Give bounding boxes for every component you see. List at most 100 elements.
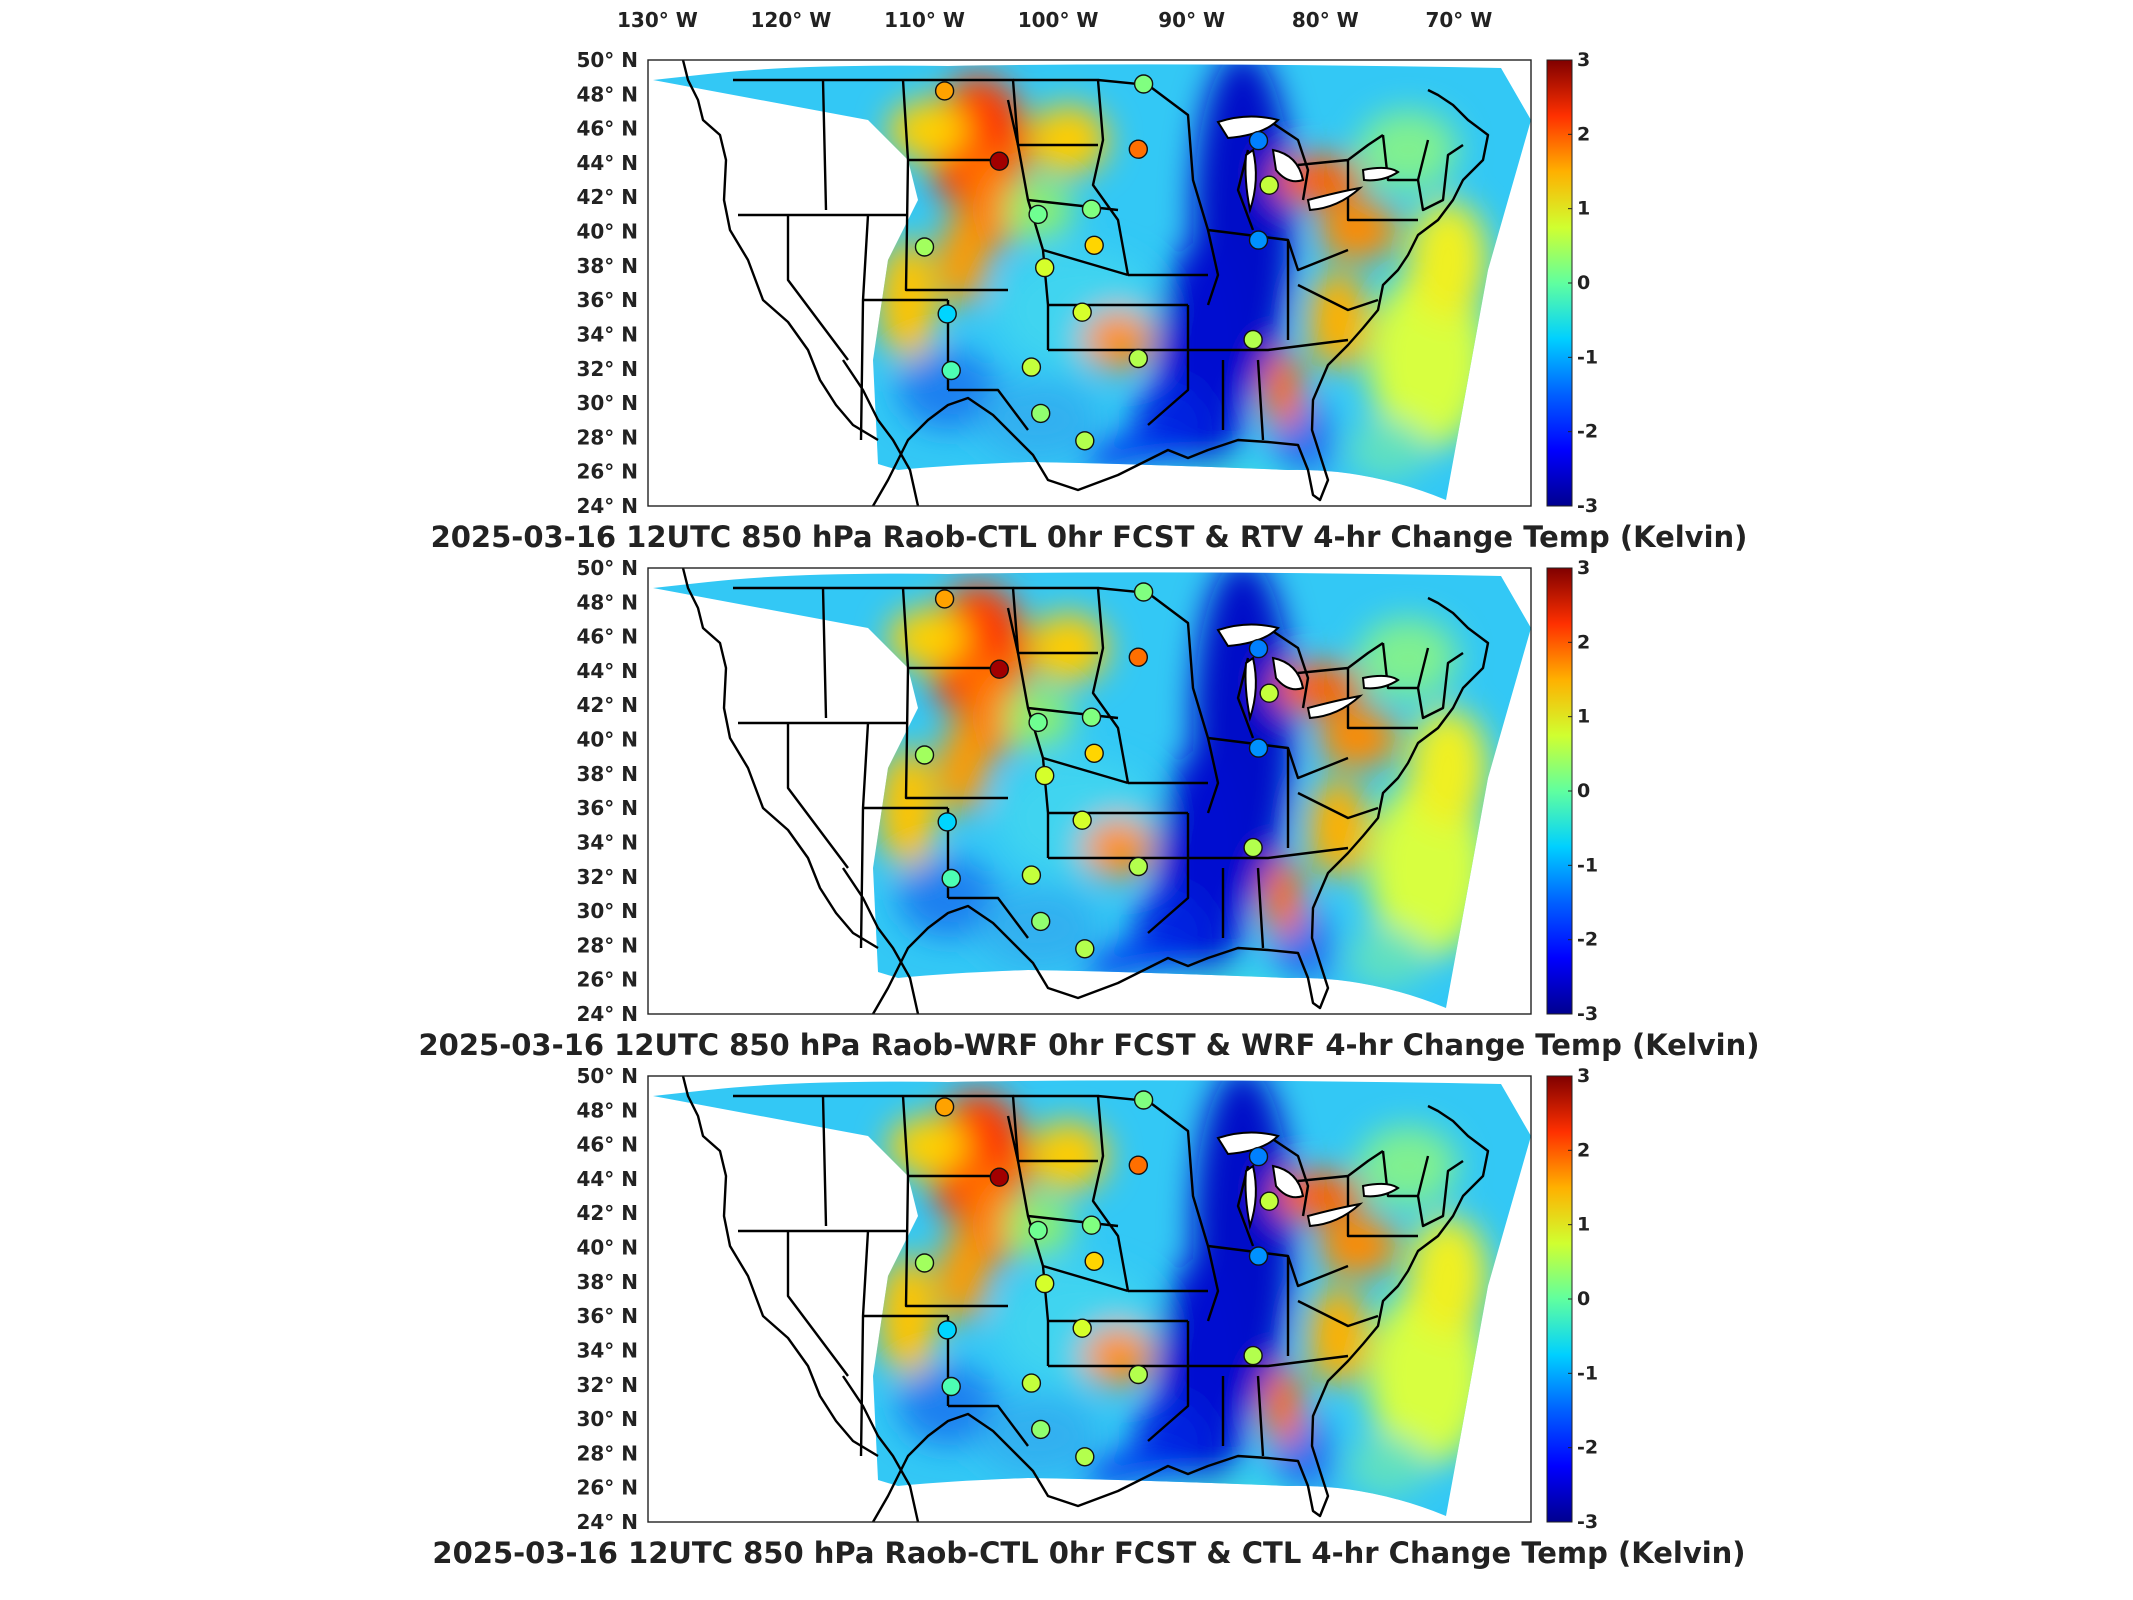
map-panel: 50° N 48° N 46° N 44° N 42° N 40° N 38° N 36° N… — [431, 48, 1748, 554]
colorbar-tick-label: -1 — [1577, 1362, 1598, 1384]
longitude-label: 120° W — [751, 8, 832, 32]
raob-marker — [989, 659, 1009, 679]
raob-marker — [1031, 403, 1051, 424]
great-lakes — [1216, 115, 1400, 214]
colorbar-ticks: 3 2 1 0 -1 -2 -3 — [1568, 557, 1598, 1025]
raob-marker — [1128, 1364, 1148, 1385]
latitude-label: 28° N — [576, 1441, 638, 1465]
raob-marker — [1081, 707, 1102, 727]
raob-marker — [1133, 1090, 1154, 1110]
raob-marker — [1072, 1318, 1092, 1338]
latitude-label: 36° N — [576, 796, 638, 820]
latitude-label: 46° N — [576, 1133, 638, 1157]
latitude-label: 34° N — [576, 1339, 638, 1363]
latitude-labels: 50° N 48° N 46° N 44° N 42° N 40° N 38° N 36° N… — [576, 556, 638, 1026]
latitude-label: 48° N — [576, 1098, 638, 1122]
raob-marker — [937, 812, 957, 832]
colorbar-tick-label: 3 — [1577, 49, 1590, 71]
raob-marker — [1075, 1447, 1095, 1467]
raob-marker — [1035, 257, 1055, 278]
raob-markers — [914, 74, 1279, 451]
raob-markers — [914, 582, 1279, 959]
latitude-label: 48° N — [576, 82, 638, 106]
raob-marker — [1081, 1215, 1102, 1235]
raob-marker — [1075, 431, 1095, 451]
latitude-label: 28° N — [576, 933, 638, 957]
raob-marker — [1128, 1155, 1148, 1175]
latitude-label: 50° N — [576, 1064, 638, 1088]
colorbar-tick-label: -3 — [1577, 495, 1598, 517]
raob-marker — [1128, 647, 1148, 667]
latitude-label: 50° N — [576, 556, 638, 580]
raob-marker — [1248, 1146, 1269, 1167]
latitude-label: 40° N — [576, 220, 638, 244]
latitude-label: 38° N — [576, 1270, 638, 1294]
latitude-label: 44° N — [576, 151, 638, 175]
latitude-label: 28° N — [576, 425, 638, 449]
raob-marker — [1072, 810, 1092, 830]
latitude-label: 32° N — [576, 1373, 638, 1397]
raob-marker — [934, 589, 955, 609]
raob-marker — [941, 360, 961, 381]
raob-marker — [941, 868, 961, 889]
latitude-label: 32° N — [576, 357, 638, 381]
raob-marker — [1035, 1273, 1055, 1294]
latitude-label: 38° N — [576, 254, 638, 278]
great-lakes — [1216, 1131, 1400, 1230]
longitude-labels: 130° W 120° W 110° W 100° W 90° W 80° W 70° W — [617, 8, 1492, 32]
raob-marker — [1035, 765, 1055, 786]
latitude-label: 50° N — [576, 48, 638, 72]
plot-frame — [647, 567, 1532, 1015]
raob-marker — [1243, 329, 1263, 350]
longitude-label: 70° W — [1425, 8, 1492, 32]
latitude-label: 44° N — [576, 1167, 638, 1191]
colorbar-gradient — [1546, 567, 1573, 1015]
raob-marker — [941, 1376, 961, 1397]
latitude-label: 42° N — [576, 1201, 638, 1225]
latitude-label: 38° N — [576, 762, 638, 786]
raob-marker — [1021, 1373, 1042, 1393]
map-boundaries — [681, 59, 1490, 507]
raob-marker — [1128, 348, 1148, 369]
raob-marker — [1084, 235, 1104, 256]
map-panel: 50° N 48° N 46° N 44° N 42° N 40° N 38° N 36° N… — [418, 556, 1759, 1062]
colorbar-tick-label: -2 — [1577, 1437, 1598, 1459]
raob-marker — [1031, 1419, 1051, 1440]
colorbar: 3 2 1 0 -1 -2 -3 — [1546, 49, 1598, 517]
longitude-label: 80° W — [1292, 8, 1359, 32]
colorbar-tick-label: 0 — [1577, 1288, 1590, 1310]
map-boundaries — [681, 567, 1490, 1015]
latitude-label: 42° N — [576, 185, 638, 209]
latitude-label: 24° N — [576, 1510, 638, 1534]
raob-marker — [1128, 856, 1148, 877]
raob-marker — [1259, 1191, 1279, 1211]
latitude-label: 36° N — [576, 1304, 638, 1328]
colorbar-tick-label: -1 — [1577, 346, 1598, 368]
raob-marker — [1128, 139, 1148, 159]
raob-marker — [914, 237, 935, 257]
longitude-label: 110° W — [884, 8, 965, 32]
raob-marker — [1248, 638, 1269, 659]
latitude-label: 40° N — [576, 1236, 638, 1260]
raob-marker — [1259, 175, 1279, 195]
raob-marker — [1021, 357, 1042, 377]
latitude-label: 32° N — [576, 865, 638, 889]
great-lakes — [1216, 623, 1400, 722]
raob-marker — [1248, 738, 1269, 758]
colorbar-tick-label: 1 — [1577, 198, 1590, 220]
raob-marker — [934, 81, 955, 101]
colorbar-gradient — [1546, 1075, 1573, 1523]
latitude-label: 24° N — [576, 494, 638, 518]
longitude-label: 100° W — [1018, 8, 1099, 32]
colorbar-ticks: 3 2 1 0 -1 -2 -3 — [1568, 49, 1598, 517]
colorbar-ticks: 3 2 1 0 -1 -2 -3 — [1568, 1065, 1598, 1533]
colorbar-tick-label: -3 — [1577, 1003, 1598, 1025]
colorbar-tick-label: -1 — [1577, 854, 1598, 876]
colorbar: 3 2 1 0 -1 -2 -3 — [1546, 1065, 1598, 1533]
raob-marker — [1028, 204, 1048, 225]
raob-marker — [1084, 743, 1104, 764]
raob-marker — [937, 1320, 957, 1340]
raob-marker — [1243, 837, 1263, 858]
raob-marker — [1075, 939, 1095, 959]
